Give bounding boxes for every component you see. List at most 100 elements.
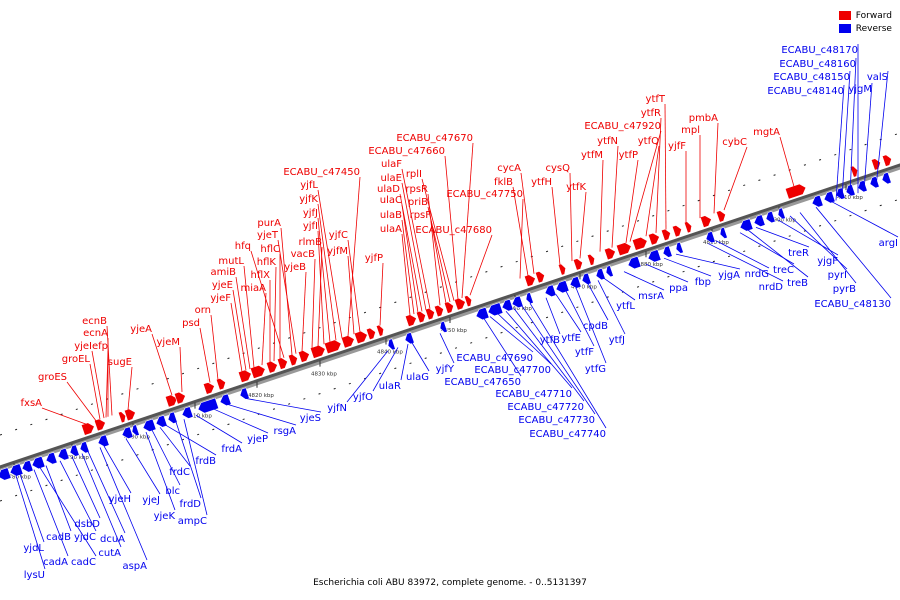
forward-gene-label: yjeF — [210, 293, 231, 304]
forward-feature — [93, 418, 106, 432]
forward-gene-label: psd — [182, 318, 200, 329]
reverse-gene-label: ytfB — [540, 335, 560, 346]
gene-leader-line — [165, 424, 217, 456]
reverse-gene-label: treR — [788, 248, 809, 259]
gene-leader-line — [497, 313, 552, 365]
gene-leader-line — [521, 305, 596, 415]
forward-gene-label: yjfI — [303, 221, 318, 232]
reverse-feature — [167, 411, 178, 424]
reverse-gene-label: aspA — [122, 561, 147, 572]
forward-gene-label: yjfP — [365, 253, 383, 264]
gene-leader-line — [520, 172, 535, 274]
gene-leader-line — [551, 186, 561, 266]
forward-feature — [340, 335, 355, 349]
gene-leader-line — [87, 451, 126, 534]
forward-gene-label: cysQ — [546, 163, 571, 174]
gene-leader-line — [15, 475, 46, 570]
forward-gene-label: ulaA — [380, 224, 402, 235]
forward-gene-label: vacB — [291, 249, 316, 260]
gene-leader-line — [89, 363, 101, 420]
reverse-gene-label: ECABU_c48140 — [767, 86, 844, 97]
gene-leader-line — [779, 136, 795, 187]
reverse-feature — [121, 426, 134, 440]
reverse-feature — [605, 265, 614, 278]
reverse-gene-label: treB — [787, 278, 808, 289]
reverse-feature — [569, 275, 582, 289]
forward-feature — [683, 221, 693, 234]
reverse-guide-line — [0, 198, 900, 502]
axis-tick-label: 4880 kbp — [637, 262, 663, 268]
reverse-gene-label: ECABU_c47710 — [495, 389, 572, 400]
reverse-feature — [181, 406, 194, 419]
reverse-gene-label: yjeH — [109, 494, 131, 505]
axis-tick-label: 4860 kbp — [506, 306, 532, 312]
reverse-gene-label: ECABU_c47700 — [474, 365, 551, 376]
reverse-feature — [705, 230, 716, 244]
gene-leader-line — [439, 333, 455, 364]
axis-tick-label: 4790 kbp — [63, 455, 89, 461]
forward-gene-label: ecnB — [82, 316, 107, 327]
reverse-gene-label: nrdG — [745, 269, 769, 280]
reverse-gene-label: ytfF — [575, 347, 594, 358]
reverse-gene-label: dsbD — [74, 519, 100, 530]
gene-leader-line — [227, 404, 297, 426]
gene-leader-line — [505, 310, 573, 389]
forward-gene-label: ECABU_c47920 — [584, 121, 661, 132]
reverse-gene-label: cadA — [43, 557, 68, 568]
gene-leader-line — [875, 70, 889, 188]
reverse-gene-label: yjfY — [436, 364, 455, 375]
reverse-gene-label: ECABU_c48130 — [814, 299, 891, 310]
reverse-gene-label: yjgM — [848, 84, 872, 95]
forward-gene-label: fklB — [494, 177, 513, 188]
gene-leader-line — [427, 193, 441, 306]
gene-leader-line — [575, 287, 607, 364]
forward-gene-label: yjfK — [299, 194, 318, 205]
axis-tick-label: 4910 kbp — [837, 195, 863, 201]
genome-axis — [0, 163, 900, 469]
reverse-gene-label: fbp — [695, 277, 711, 288]
gene-leader-line — [713, 122, 719, 214]
forward-feature — [534, 270, 545, 284]
forward-feature — [699, 215, 712, 229]
reverse-gene-label: valS — [867, 72, 888, 83]
reverse-feature — [69, 444, 80, 457]
gene-leader-line — [71, 456, 101, 519]
forward-feature — [415, 310, 426, 324]
gene-leader-line — [755, 226, 810, 248]
gene-leader-line — [427, 206, 451, 303]
reverse-gene-label: ulaG — [406, 372, 429, 383]
forward-gene-label: ulaC — [380, 195, 402, 206]
gene-leader-line — [301, 271, 307, 352]
reverse-feature — [544, 284, 557, 298]
forward-feature — [287, 353, 298, 367]
gene-leader-line — [401, 204, 419, 313]
gene-leader-line — [317, 217, 331, 343]
axis-tick-label: 4840 kbp — [377, 349, 403, 355]
reverse-gene-label: ECABU_c47690 — [456, 353, 533, 364]
forward-gene-label: ulaB — [380, 210, 402, 221]
forward-gene-label: hflC — [260, 244, 280, 255]
reverse-feature — [439, 320, 448, 333]
gene-leader-line — [645, 263, 689, 283]
reverse-gene-label: ytfE — [561, 333, 581, 344]
forward-gene-label: groEL — [62, 354, 91, 365]
reverse-gene-label: pyrI — [828, 270, 847, 281]
gene-leader-line — [250, 250, 285, 358]
forward-gene-label: ulaE — [380, 173, 402, 184]
forward-feature — [117, 411, 127, 424]
reverse-feature — [475, 306, 490, 321]
reverse-gene-label: cadB — [46, 532, 71, 543]
forward-feature — [375, 324, 385, 337]
reverse-gene-label: ECABU_c48170 — [781, 45, 858, 56]
gene-leader-line — [625, 159, 639, 243]
reverse-gene-label: ECABU_c48150 — [773, 72, 850, 83]
gene-leader-line — [210, 314, 219, 380]
gene-leader-line — [863, 82, 873, 192]
forward-feature — [276, 357, 288, 370]
forward-gene-label: fxsA — [21, 398, 43, 409]
forward-gene-label: ECABU_c47660 — [368, 146, 445, 157]
forward-gene-label: yjfL — [300, 180, 318, 191]
gene-leader-line — [469, 234, 493, 296]
